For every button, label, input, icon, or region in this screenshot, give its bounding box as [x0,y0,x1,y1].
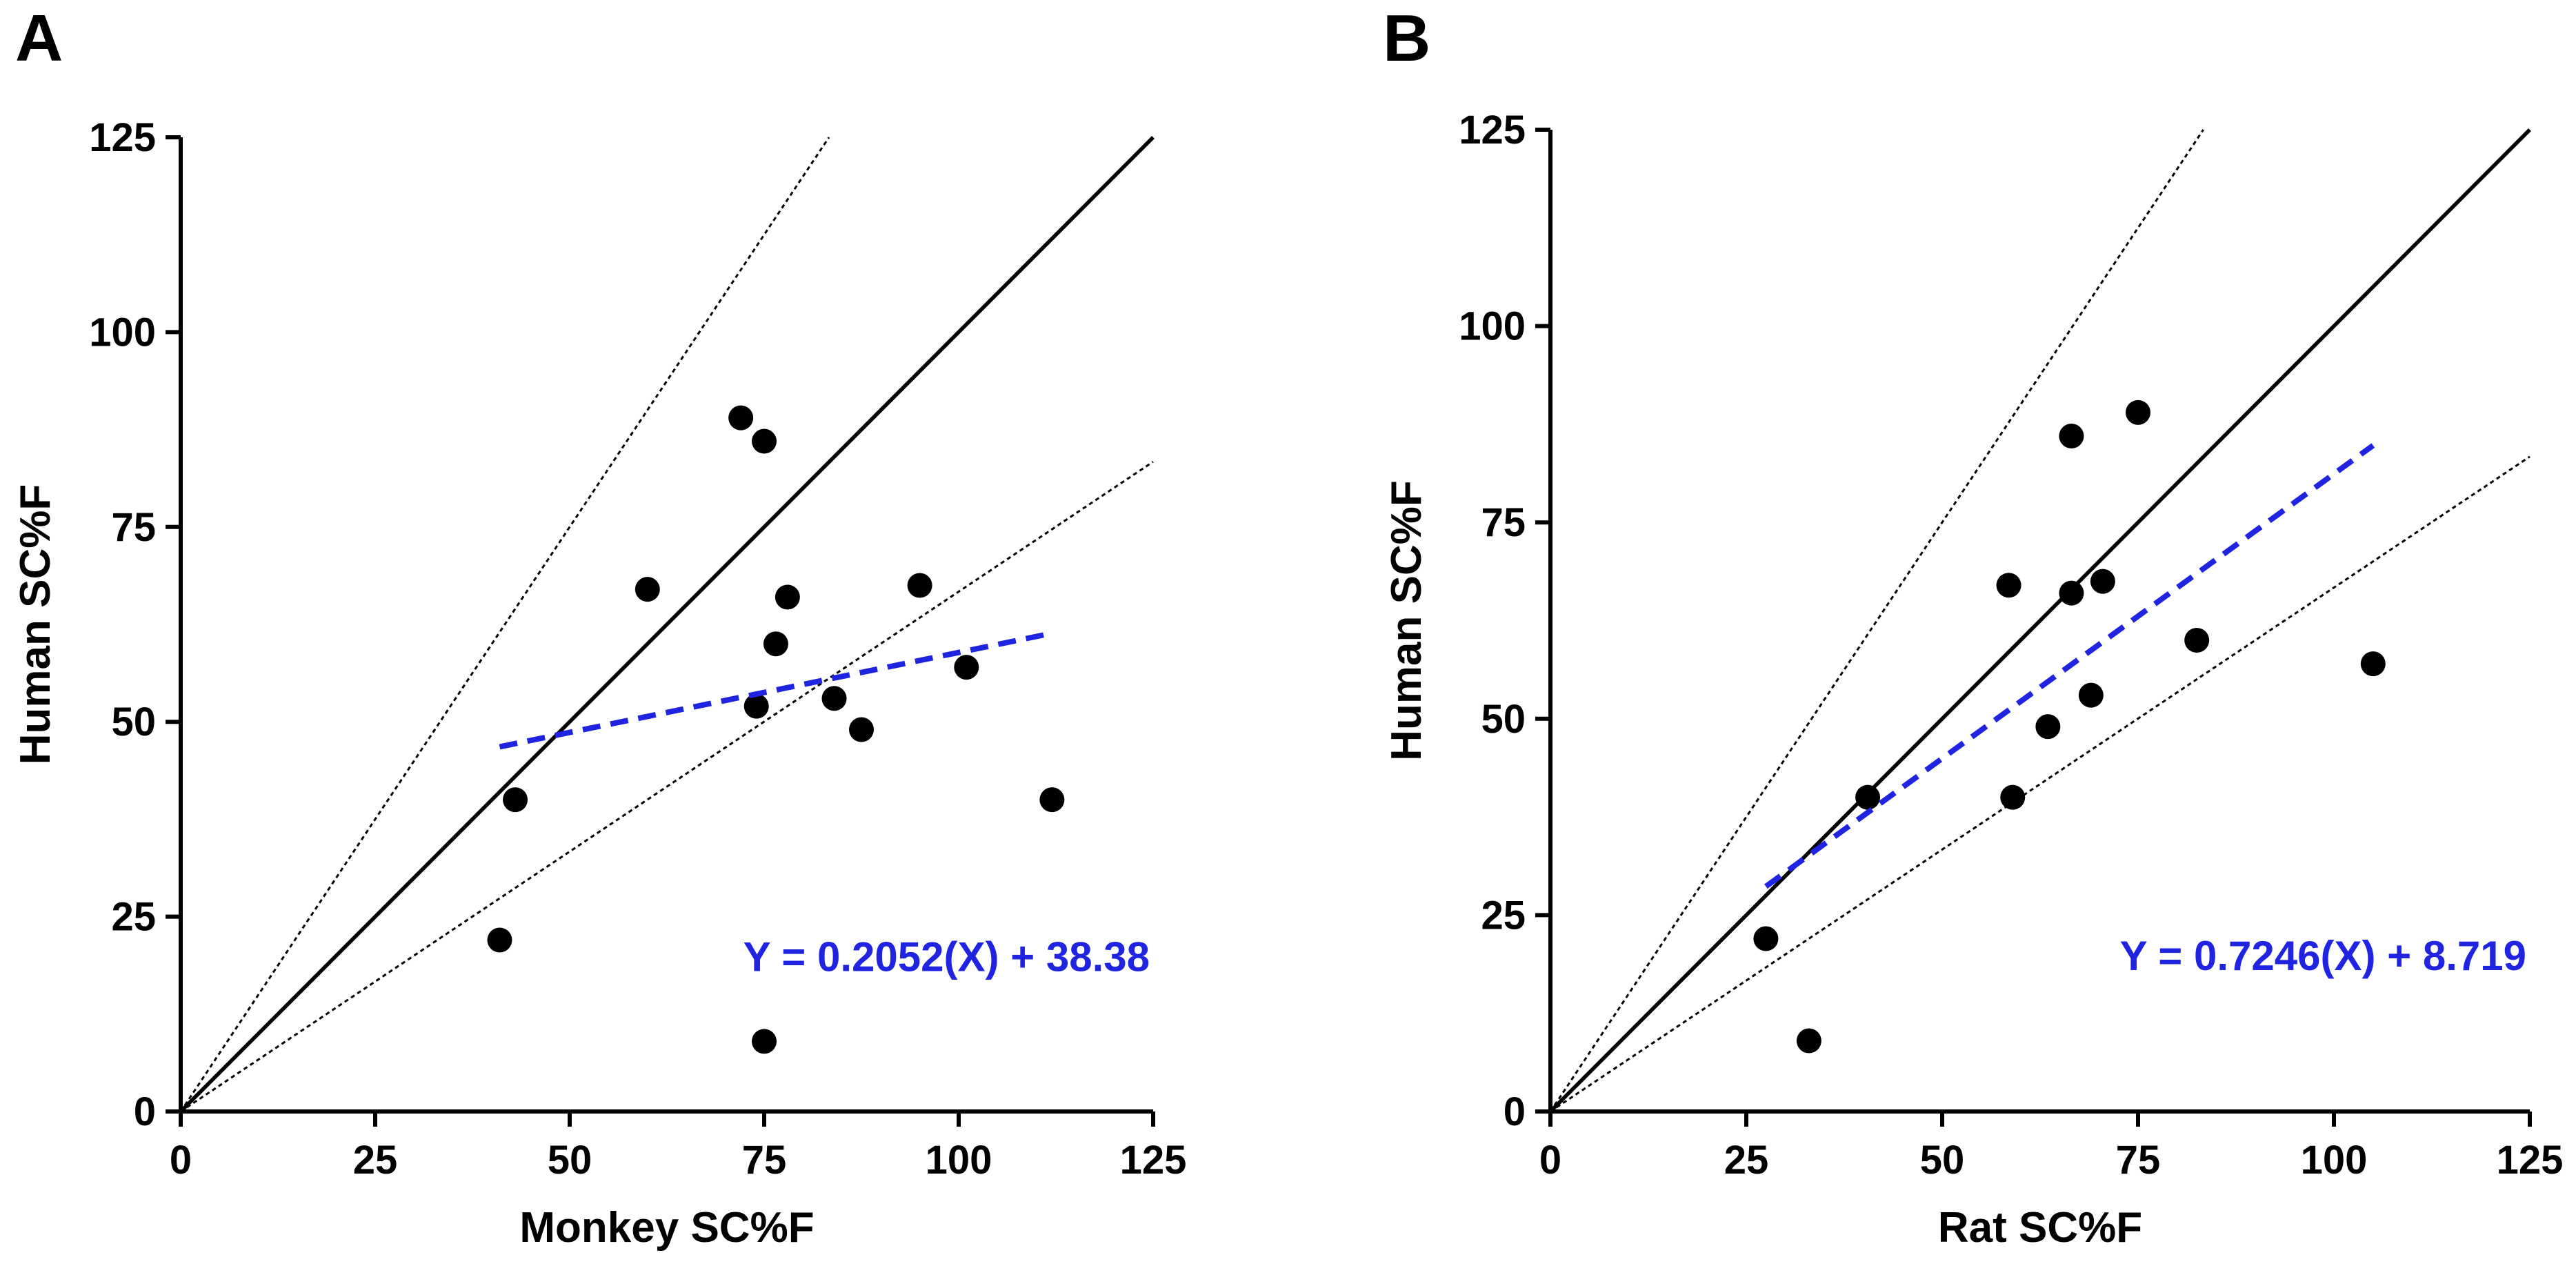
x-tick-label: 100 [926,1138,992,1183]
bound-line-2 [1550,455,2530,1113]
panel-letter: B [1383,1,1430,75]
x-tick-label: 75 [742,1138,787,1183]
x-tick-label: 125 [2497,1138,2564,1183]
data-point [2090,569,2115,594]
y-tick-label: 0 [1504,1089,1526,1134]
data-point [2035,714,2061,740]
bound-line-2 [180,460,1154,1113]
data-point [2078,682,2104,708]
x-tick-label: 125 [1120,1138,1187,1183]
y-tick-label: 0 [134,1089,156,1134]
regression-line [499,630,1053,750]
y-tick-label: 125 [1459,108,1526,152]
data-point [1796,1028,1821,1054]
y-tick-label: 25 [1481,893,1526,938]
data-point [1996,573,2021,598]
data-point [752,1029,777,1054]
data-point [763,631,788,657]
panel-letter: A [15,1,63,75]
data-point [775,584,800,610]
x-tick-label: 50 [548,1138,592,1183]
bound-line-1 [179,137,830,1112]
regression-equation: Y = 0.2052(X) + 38.38 [743,934,1150,980]
y-axis-title: Human SC%F [1383,480,1430,760]
y-tick-label: 75 [1481,500,1526,545]
y-tick-label: 75 [111,505,156,550]
x-tick-label: 0 [170,1138,192,1183]
data-point [2184,627,2210,653]
data-point [2126,399,2150,425]
regression-equation: Y = 0.7246(X) + 8.719 [2120,933,2526,979]
data-point [821,686,847,711]
x-tick-label: 75 [2116,1138,2161,1183]
x-axis-title: Rat SC%F [1938,1204,2142,1252]
data-point [635,577,660,602]
y-tick-label: 125 [89,115,156,160]
data-point [2360,651,2386,677]
data-point [2059,423,2084,448]
data-point [1855,784,1881,810]
data-point [849,717,874,742]
identity-line [1549,128,2531,1113]
x-tick-label: 25 [1724,1138,1769,1183]
data-point [752,428,777,454]
data-point [1039,787,1065,813]
data-point [954,655,979,680]
y-tick-label: 25 [111,895,156,940]
y-axis-title: Human SC%F [12,484,59,764]
x-tick-label: 25 [353,1138,398,1183]
data-point [2059,580,2084,606]
y-tick-label: 100 [1459,304,1526,349]
x-tick-label: 100 [2301,1138,2368,1183]
data-point [907,573,932,598]
data-point [728,405,754,431]
chart-panel-b: B 0 25 50 75 100 125 0 25 50 75 100 125 Rat SC%F Human… [1383,1,2563,1252]
data-point [743,693,769,719]
y-tick-label: 50 [1481,697,1526,742]
chart-panel-a: A 0 25 50 75 100 125 0 25 50 75 100 125 Monkey SC%F Hu… [12,1,1186,1252]
x-axis-title: Monkey SC%F [519,1204,814,1252]
data-point [503,787,528,813]
regression-line [1764,443,2375,889]
y-tick-label: 50 [111,700,156,744]
x-tick-label: 50 [1920,1138,1965,1183]
bound-line-1 [1549,129,2204,1112]
data-point [487,927,512,953]
data-point [1753,926,1779,951]
data-point [2000,784,2026,810]
identity-line [179,136,1155,1113]
y-tick-label: 100 [89,310,156,355]
x-tick-label: 0 [1539,1138,1561,1183]
